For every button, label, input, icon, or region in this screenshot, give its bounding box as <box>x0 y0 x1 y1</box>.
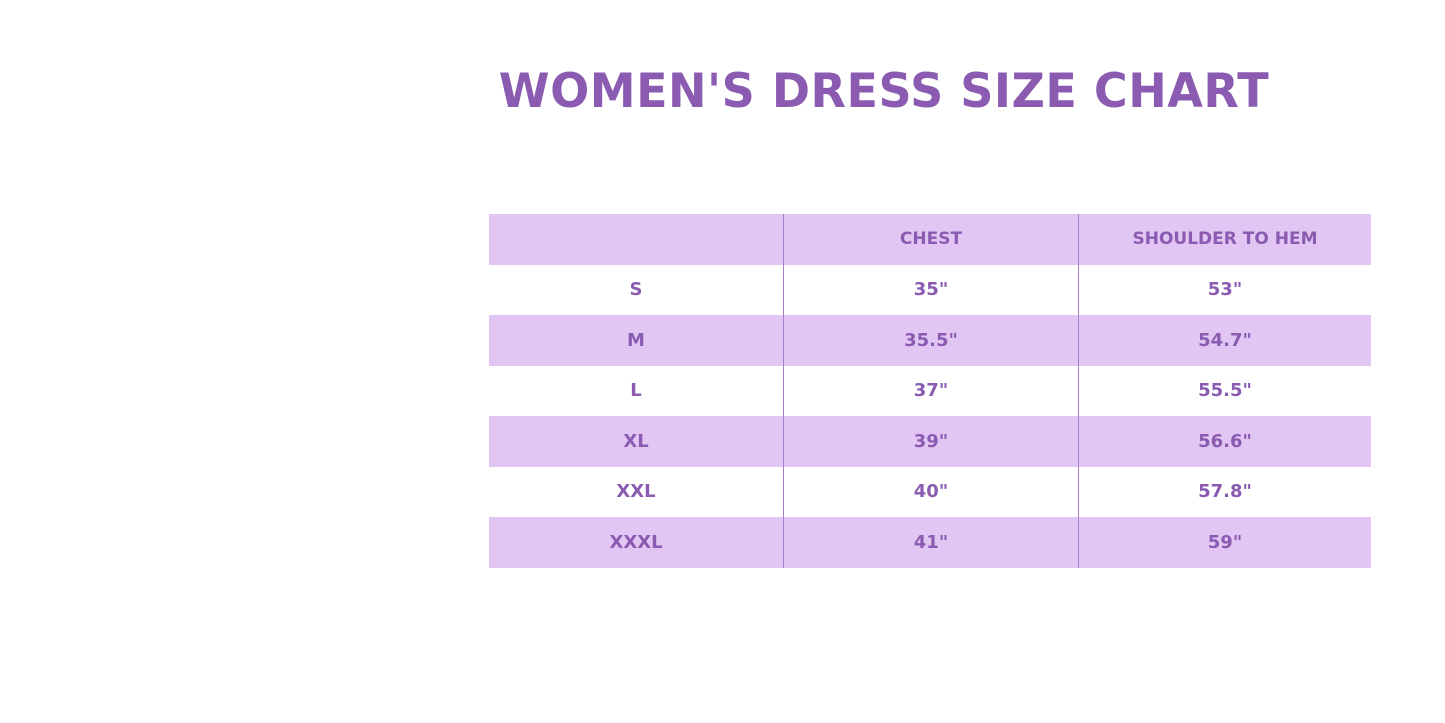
table-row: M 35.5" 54.7" <box>489 315 1371 366</box>
size-cell: XXXL <box>489 517 784 568</box>
size-cell: M <box>489 315 784 366</box>
length-cell: 56.6" <box>1078 416 1371 467</box>
header-cell-shoulder-to-hem: SHOULDER TO HEM <box>1078 214 1371 265</box>
table-header-row: CHEST SHOULDER TO HEM <box>489 214 1371 265</box>
length-cell: 55.5" <box>1078 365 1371 416</box>
chest-cell: 37" <box>783 365 1079 416</box>
size-cell: S <box>629 279 643 301</box>
chest-cell: 35.5" <box>783 315 1079 366</box>
table-row: XXL 40" 57.8" <box>489 466 1371 517</box>
table-row: XXXL 41" 59" <box>489 517 1371 568</box>
chest-cell: 41" <box>783 517 1079 568</box>
table-row: XL 39" 56.6" <box>489 416 1371 467</box>
length-cell: 59" <box>1078 517 1371 568</box>
header-cell-size <box>489 214 784 265</box>
size-cell: XL <box>489 416 784 467</box>
chest-cell: 40" <box>783 466 1079 517</box>
table-row: L 37" 55.5" <box>489 365 1371 416</box>
size-cell: XXL <box>616 481 656 503</box>
size-chart-table: CHEST SHOULDER TO HEM S 35" 53" M 35.5" … <box>489 214 1371 568</box>
chest-cell: 39" <box>783 416 1079 467</box>
length-cell: 54.7" <box>1078 315 1371 366</box>
chest-cell: 35" <box>783 264 1079 315</box>
length-cell: 53" <box>1078 264 1371 315</box>
table-row: S 35" 53" <box>489 264 1371 315</box>
page-title: WOMEN'S DRESS SIZE CHART <box>498 64 1270 119</box>
header-cell-chest: CHEST <box>783 214 1079 265</box>
size-cell: L <box>630 380 642 402</box>
length-cell: 57.8" <box>1078 466 1371 517</box>
